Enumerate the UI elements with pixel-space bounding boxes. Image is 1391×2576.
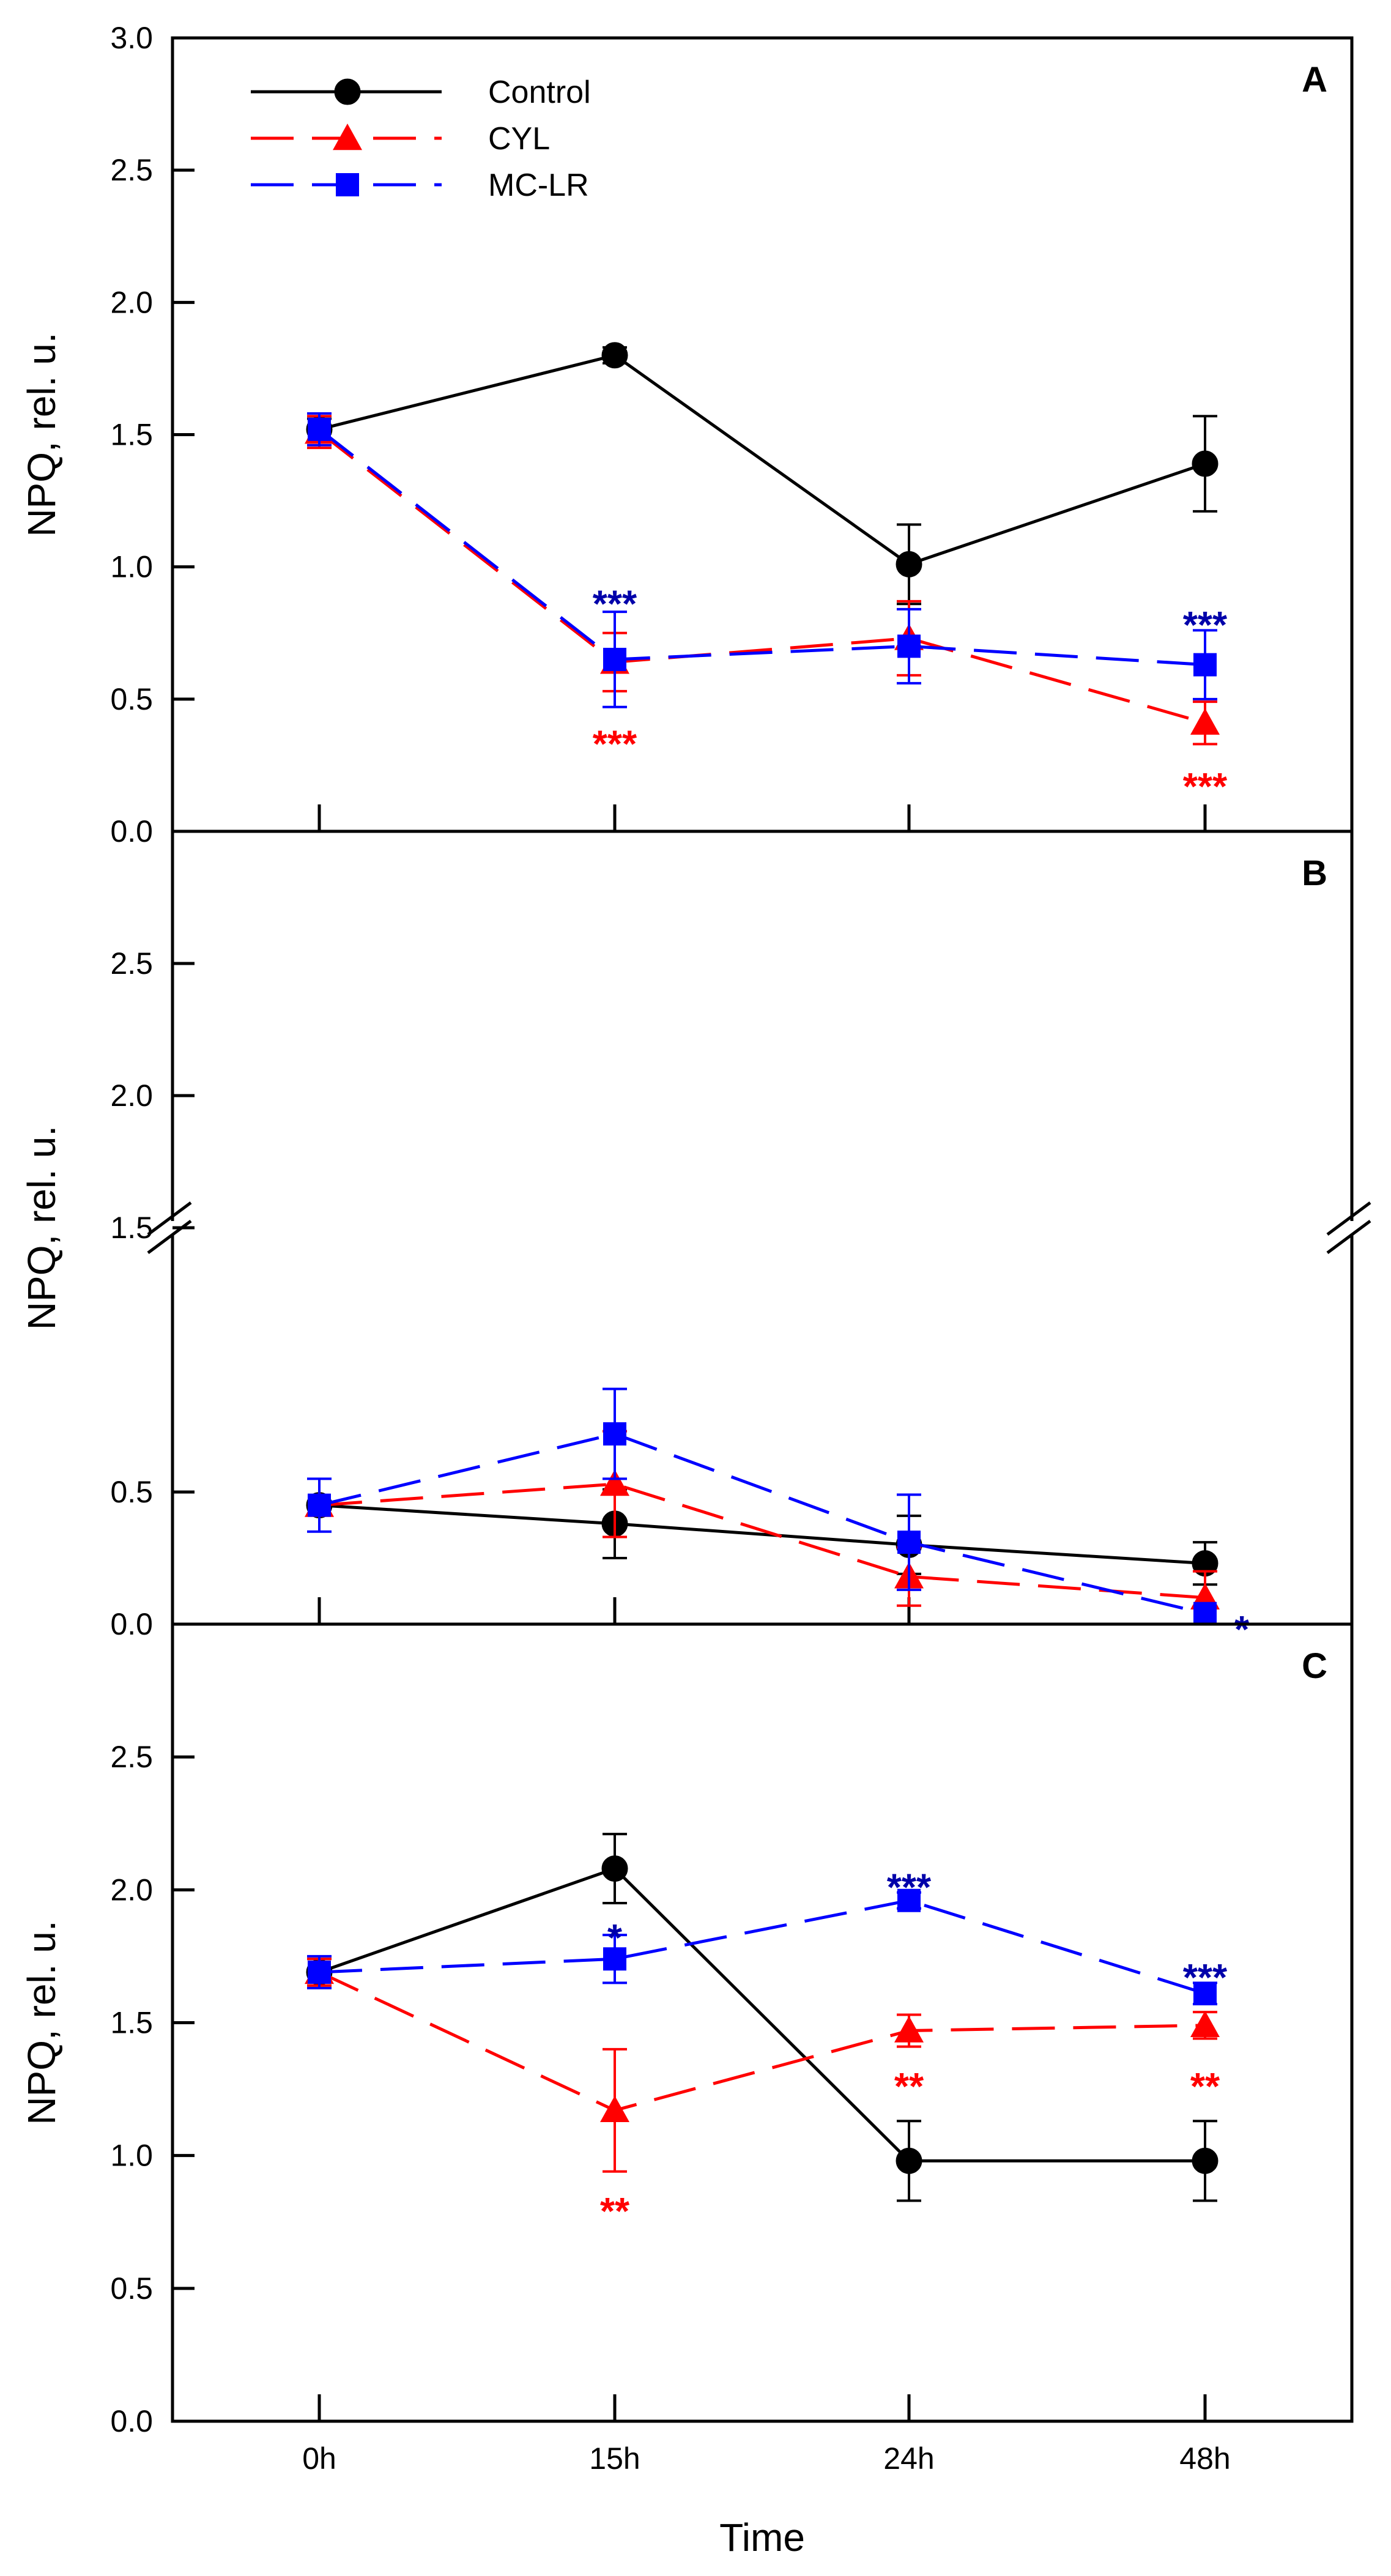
data-point [603, 1947, 626, 1971]
series-cyl [305, 1430, 1220, 1625]
series-line [319, 1504, 1206, 1565]
legend-marker [334, 78, 361, 105]
y-tick-label: 1.0 [110, 550, 153, 584]
data-point [897, 1531, 921, 1554]
y-tick-label: 2.0 [110, 285, 153, 319]
series-line [319, 1866, 1205, 2162]
y-tick-label: 1.0 [110, 2139, 153, 2173]
data-point [897, 634, 921, 658]
series-control [306, 342, 1219, 606]
panel-b: 0.0 0.5 1.5 2.0 2.5 NPQ, rel. u. B * [20, 830, 1371, 1651]
data-point [1193, 1981, 1217, 2005]
legend-label: MC-LR [488, 168, 589, 203]
data-point [1193, 1602, 1217, 1625]
legend-marker [336, 173, 359, 196]
series-control [306, 1488, 1219, 1586]
y-tick-label: 1.5 [110, 2006, 153, 2040]
data-point [603, 1422, 626, 1446]
series-mc-lr [307, 412, 1217, 708]
data-point [308, 1493, 331, 1517]
data-point [894, 2016, 924, 2043]
series-line [319, 1482, 1206, 1600]
significance-mark: *** [1183, 604, 1228, 647]
y-tick-label: 2.5 [110, 153, 153, 187]
x-axis-title: Time [719, 2515, 805, 2559]
y-tick-label: 1.5 [110, 1211, 153, 1245]
data-point [1192, 450, 1219, 477]
y-tick-label: 2.0 [110, 1078, 153, 1113]
legend-label: CYL [488, 121, 550, 157]
series-line [319, 354, 1206, 566]
significance-mark: * [1234, 1609, 1250, 1651]
y-axis-title: NPQ, rel. u. [20, 1920, 64, 2125]
y-tick-label: 0.5 [110, 2271, 153, 2306]
data-point [603, 647, 626, 671]
panel-frame [171, 36, 1354, 833]
data-point [600, 2095, 629, 2123]
panel-a: 0.0 0.5 1.0 1.5 2.0 2.5 3.0 NPQ, rel. u. A *** ***… [20, 21, 1354, 848]
series-control [306, 1833, 1219, 2202]
y-tick-label: 2.0 [110, 1873, 153, 1907]
x-tick-label: 48h [1179, 2441, 1230, 2476]
data-point [896, 551, 922, 577]
y-tick-label: 2.5 [110, 946, 153, 981]
y-tick-label: 0.0 [110, 1607, 153, 1641]
axis-break-mark-right [1326, 1201, 1371, 1236]
data-point [896, 2147, 922, 2174]
significance-mark: ** [1190, 2066, 1220, 2108]
panel-label: A [1302, 60, 1327, 100]
data-point [308, 417, 331, 441]
y-tick-label: 0.5 [110, 1475, 153, 1509]
y-tick-label: 0.0 [110, 2404, 153, 2438]
data-point [1190, 2010, 1220, 2038]
significance-mark: ** [894, 2066, 924, 2108]
significance-mark: ** [600, 2191, 630, 2233]
data-point [601, 1855, 628, 1882]
significance-mark: *** [887, 1866, 932, 1909]
legend-label: Control [488, 75, 591, 110]
y-axis-title: NPQ, rel. u. [20, 332, 64, 536]
series-mc-lr [307, 1387, 1217, 1625]
axis-break-mark-left [147, 1201, 192, 1236]
series-line [319, 1432, 1206, 1616]
data-point [600, 1469, 629, 1496]
panel-frame [171, 1622, 1354, 2423]
significance-mark: *** [593, 724, 637, 766]
series-cyl [305, 1957, 1220, 2173]
y-tick-label: 2.5 [110, 1740, 153, 1774]
data-point [601, 342, 628, 369]
y-axis-title: NPQ, rel. u. [20, 1126, 64, 1330]
y-tick-label: 0.0 [110, 814, 153, 848]
data-point [1190, 708, 1220, 735]
legend-marker [333, 124, 362, 150]
series-line [318, 428, 1206, 667]
y-tick-label: 0.5 [110, 682, 153, 716]
series-mc-lr [307, 1888, 1217, 2006]
panel-label: C [1302, 1646, 1327, 1686]
significance-mark: *** [1183, 766, 1228, 808]
data-point [897, 1888, 921, 1912]
panel-label: B [1302, 853, 1327, 893]
series-line [319, 1899, 1206, 1995]
x-tick-label: 15h [589, 2441, 640, 2476]
series-line [318, 1970, 1206, 2112]
legend: Control CYL MC-LR [251, 75, 591, 203]
series-cyl [305, 415, 1220, 746]
data-point [1192, 2147, 1219, 2174]
x-tick-label: 24h [883, 2441, 934, 2476]
significance-mark: * [607, 1917, 623, 1959]
data-point [1193, 653, 1217, 677]
significance-mark: *** [1183, 1957, 1228, 1999]
y-tick-label: 1.5 [110, 418, 153, 452]
significance-mark: *** [593, 584, 637, 626]
data-point [308, 1960, 331, 1984]
axis-break-mark-right [1326, 1219, 1371, 1255]
series-line [318, 431, 1206, 725]
y-tick-label: 3.0 [110, 21, 153, 55]
x-tick-label: 0h [302, 2441, 336, 2476]
panel-frame [171, 830, 1354, 1626]
